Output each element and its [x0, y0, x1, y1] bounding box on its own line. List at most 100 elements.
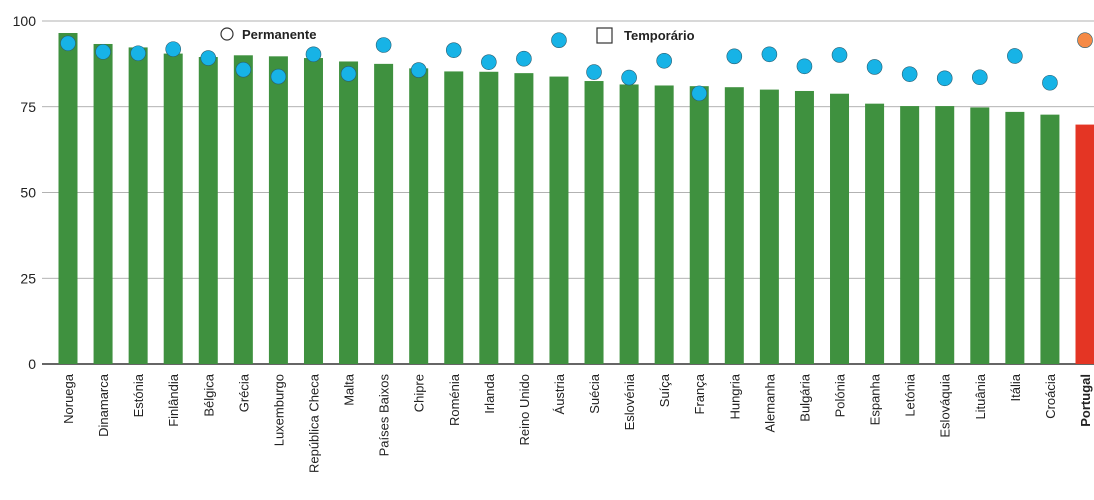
bar-9	[339, 61, 359, 364]
bar-26	[935, 106, 955, 365]
dot-17	[621, 69, 637, 86]
dot-6	[235, 61, 252, 78]
x-tick-label: Irlanda	[482, 373, 497, 414]
dot-22	[796, 58, 813, 75]
bar-11	[409, 68, 429, 365]
bar-23	[830, 93, 850, 364]
x-tick-label: Grécia	[236, 373, 251, 412]
x-tick-label: Croácia	[1043, 373, 1058, 419]
y-tick-label: 0	[28, 356, 36, 372]
y-axis-ticks: 0 25 50 75 100	[13, 13, 37, 372]
x-tick-label: Chipre	[412, 374, 427, 412]
y-tick-label: 75	[20, 99, 36, 115]
x-tick-label: Malta	[342, 373, 357, 406]
bar-19	[689, 86, 709, 365]
x-tick-label: Roménia	[447, 373, 462, 426]
dot-5	[200, 50, 217, 66]
y-tick-label: 50	[20, 185, 36, 201]
dot-9	[340, 66, 357, 82]
x-tick-label: Lituânia	[973, 373, 988, 419]
bar-30	[1075, 124, 1094, 364]
bar-4	[163, 53, 183, 365]
bar-18	[654, 85, 674, 364]
bar-2	[93, 43, 113, 365]
x-tick-label: Áustria	[552, 373, 567, 414]
x-tick-label: Espanha	[868, 373, 883, 425]
x-tick-label: França	[692, 373, 707, 414]
legend-temporario-label: Temporário	[624, 28, 695, 43]
dot-13	[481, 54, 497, 70]
bar-10	[374, 63, 394, 364]
dot-11	[410, 62, 427, 78]
x-tick-label: Bulgária	[797, 373, 812, 421]
x-tick-label: Países Baixos	[377, 374, 392, 457]
x-axis-labels: Noruega Dinamarca Estónia Finlândia Bélgica G…	[61, 373, 1093, 473]
dot-27	[971, 69, 988, 86]
dot-2	[95, 44, 111, 60]
bar-16	[584, 81, 604, 365]
bar-17	[619, 84, 639, 364]
x-tick-label: Dinamarca	[96, 373, 111, 437]
dot-30	[1077, 32, 1093, 49]
y-tick-label: 100	[13, 13, 37, 29]
bar-1	[58, 33, 78, 364]
bar-15	[549, 76, 569, 364]
legend-permanente-label: Permanente	[242, 27, 316, 42]
dot-29	[1042, 74, 1058, 91]
bar-6	[233, 55, 253, 365]
bar-21	[759, 89, 779, 364]
x-tick-label: Letónia	[903, 373, 918, 416]
dot-23	[831, 47, 848, 63]
bar-28	[1005, 111, 1025, 365]
dot-24	[866, 59, 883, 75]
bar-13	[479, 71, 499, 364]
y-tick-label: 25	[20, 270, 36, 286]
x-tick-label: República Checa	[306, 373, 321, 473]
x-tick-label: Suíça	[657, 373, 672, 407]
dot-20	[726, 48, 743, 65]
x-tick-label: Finlândia	[166, 373, 181, 427]
dots	[60, 32, 1093, 102]
bar-3	[128, 47, 148, 364]
dot-7	[270, 68, 287, 85]
dot-16	[586, 64, 602, 80]
dot-25	[901, 66, 918, 82]
dot-26	[936, 70, 953, 87]
x-tick-label: Polónia	[833, 373, 848, 417]
dot-21	[761, 46, 778, 63]
bars	[58, 33, 1094, 365]
x-tick-label: Estónia	[131, 373, 146, 417]
bar-7	[268, 56, 288, 364]
bar-5	[198, 57, 218, 364]
x-tick-label: Noruega	[61, 373, 76, 424]
bar-27	[970, 107, 990, 364]
x-tick-label: Hungria	[727, 373, 742, 419]
legend-permanente-marker	[220, 27, 234, 41]
dot-18	[656, 52, 672, 69]
bar-12	[444, 71, 464, 365]
bar-25	[900, 106, 920, 365]
x-tick-label: Eslovénia	[622, 373, 637, 430]
x-tick-label: Suécia	[587, 373, 602, 414]
x-tick-label: Luxemburgo	[271, 374, 286, 446]
dot-15	[551, 32, 567, 49]
dot-4	[165, 41, 182, 57]
x-tick-label: Bélgica	[201, 373, 216, 416]
bar-29	[1040, 114, 1060, 364]
dot-28	[1007, 48, 1023, 64]
x-tick-label: Itália	[1008, 373, 1023, 401]
dot-12	[445, 42, 462, 58]
bar-14	[514, 73, 534, 365]
x-tick-label: Reino Unido	[517, 374, 532, 446]
x-tick-label: Eslováquia	[938, 373, 953, 437]
bar-24	[865, 103, 885, 365]
bar-8	[303, 58, 323, 364]
dot-8	[305, 46, 322, 63]
bar-20	[724, 87, 744, 364]
legend-temporario-marker	[596, 27, 613, 44]
bar-22	[794, 90, 814, 365]
dot-14	[516, 50, 532, 67]
dot-10	[375, 37, 392, 53]
